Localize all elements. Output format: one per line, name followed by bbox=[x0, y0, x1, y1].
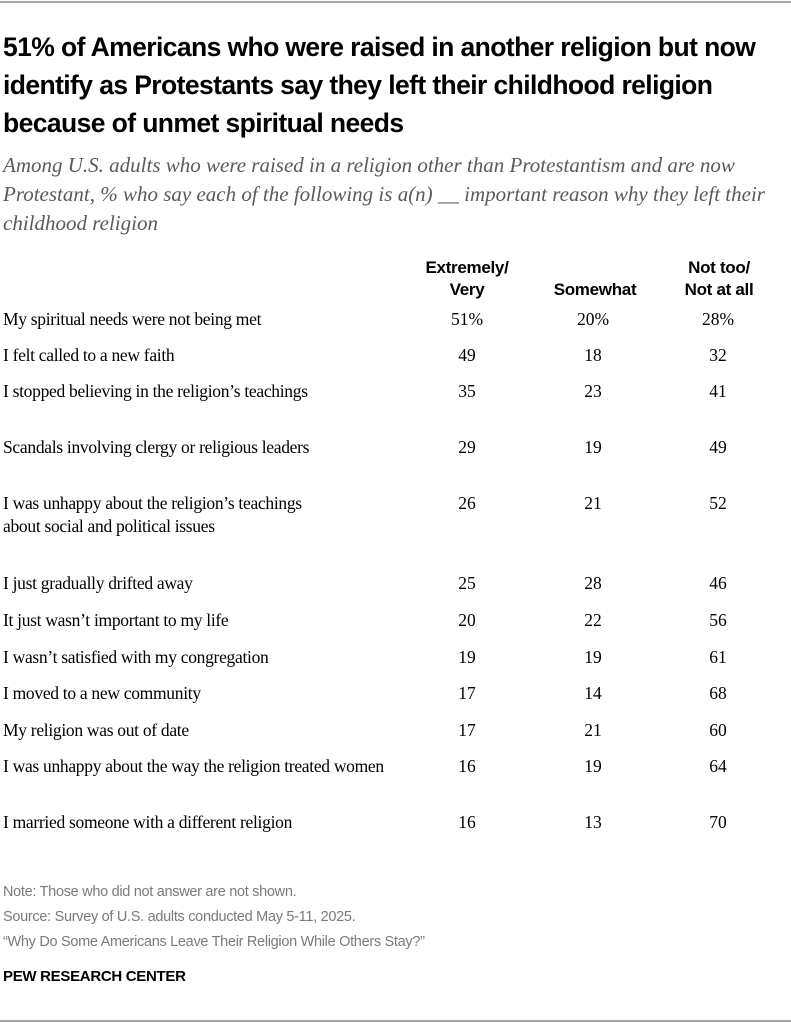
row-value: 56 bbox=[709, 610, 727, 630]
row-value: 35 bbox=[458, 381, 476, 401]
row-label: My spiritual needs were not being met bbox=[3, 309, 262, 329]
row-value: 23 bbox=[584, 381, 602, 401]
chart-title: 51% of Americans who were raised in anot… bbox=[3, 32, 756, 138]
source-text: Source: Survey of U.S. adults conducted … bbox=[3, 909, 356, 925]
row-value: 19 bbox=[458, 647, 476, 667]
notes: Note: Those who did not answer are not s… bbox=[3, 880, 788, 955]
row-label: My religion was out of date bbox=[3, 720, 189, 740]
row-value: 13 bbox=[584, 812, 602, 832]
row-value: 41 bbox=[709, 381, 727, 401]
data-table: Extremely/Very Somewhat Not too/Not at a… bbox=[0, 255, 791, 301]
column-header-extremely-very: Extremely/Very bbox=[425, 258, 509, 299]
column-header-not-too: Not too/Not at all bbox=[684, 258, 754, 299]
row-label: I stopped believing in the religion’s te… bbox=[3, 381, 308, 401]
table-header: Extremely/Very Somewhat Not too/Not at a… bbox=[0, 255, 791, 301]
brand-logo-text: PEW RESEARCH CENTER bbox=[3, 968, 186, 985]
bottom-rule bbox=[0, 1020, 791, 1022]
row-value: 28 bbox=[584, 573, 602, 593]
row-value: 60 bbox=[709, 720, 727, 740]
row-label: Scandals involving clergy or religious l… bbox=[3, 437, 310, 457]
row-value: 49 bbox=[709, 437, 727, 457]
row-label: I wasn’t satisfied with my congregation bbox=[3, 647, 269, 667]
row-value: 17 bbox=[458, 720, 476, 740]
row-value: 51% bbox=[450, 309, 484, 329]
row-label: I was unhappy about the way the religion… bbox=[3, 756, 384, 776]
report-title: “Why Do Some Americans Leave Their Relig… bbox=[3, 934, 425, 950]
row-value: 46 bbox=[709, 573, 727, 593]
row-value: 61 bbox=[709, 647, 727, 667]
column-header-somewhat: Somewhat bbox=[553, 280, 637, 299]
row-value: 22 bbox=[584, 610, 602, 630]
row-label: I just gradually drifted away bbox=[3, 573, 193, 593]
row-value: 21 bbox=[584, 720, 602, 740]
row-label: I was unhappy about the religion’s teach… bbox=[3, 493, 302, 536]
row-value: 16 bbox=[458, 812, 476, 832]
row-value: 49 bbox=[458, 345, 476, 365]
row-label: I moved to a new community bbox=[3, 683, 201, 703]
row-value: 64 bbox=[709, 756, 727, 776]
row-value: 14 bbox=[584, 683, 602, 703]
row-value: 19 bbox=[584, 756, 602, 776]
row-value: 16 bbox=[458, 756, 476, 776]
row-value: 25 bbox=[458, 573, 476, 593]
row-value: 26 bbox=[458, 493, 476, 513]
row-value: 29 bbox=[458, 437, 476, 457]
top-rule bbox=[0, 1, 791, 3]
row-label: It just wasn’t important to my life bbox=[3, 610, 229, 630]
row-value: 68 bbox=[709, 683, 727, 703]
row-value: 17 bbox=[458, 683, 476, 703]
row-value: 28% bbox=[701, 309, 735, 329]
row-value: 20 bbox=[458, 610, 476, 630]
row-value: 52 bbox=[709, 493, 727, 513]
note-text: Note: Those who did not answer are not s… bbox=[3, 884, 297, 900]
row-label: I felt called to a new faith bbox=[3, 345, 175, 365]
row-value: 21 bbox=[584, 493, 602, 513]
row-value: 18 bbox=[584, 345, 602, 365]
row-value: 32 bbox=[709, 345, 727, 365]
row-value: 70 bbox=[709, 812, 727, 832]
row-value: 19 bbox=[584, 437, 602, 457]
chart-subtitle: Among U.S. adults who were raised in a r… bbox=[3, 153, 765, 235]
row-value: 20% bbox=[576, 309, 610, 329]
row-label: I married someone with a different relig… bbox=[3, 812, 293, 832]
row-value: 19 bbox=[584, 647, 602, 667]
